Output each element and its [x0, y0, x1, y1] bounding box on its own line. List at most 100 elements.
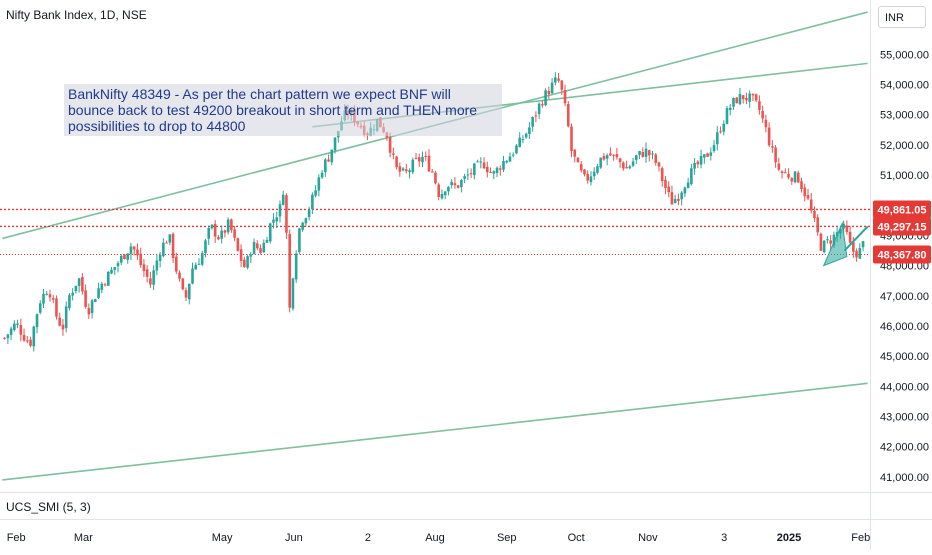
candle-body — [521, 139, 525, 141]
candle-body — [816, 217, 820, 233]
candle-body — [200, 253, 204, 265]
candle-body — [48, 294, 52, 298]
candle-body — [424, 155, 428, 157]
candle-body — [719, 131, 722, 133]
candle-body — [790, 178, 794, 182]
candle-body — [771, 146, 774, 148]
candle-body — [473, 163, 476, 176]
candle-body — [605, 155, 609, 159]
candle-body — [495, 167, 499, 173]
candle-body — [767, 127, 771, 146]
candle-body — [722, 123, 726, 132]
candle-body — [528, 127, 531, 134]
candle-body — [699, 155, 703, 165]
x-tick-label: Nov — [638, 532, 658, 544]
candle-body — [541, 104, 544, 106]
candle-body — [460, 180, 463, 188]
candle-body — [631, 161, 635, 166]
candle-body — [550, 82, 554, 94]
currency-selector[interactable]: INR — [878, 6, 926, 28]
candle-body — [596, 166, 599, 173]
candle-body — [268, 223, 272, 242]
candle-body — [858, 248, 862, 259]
candle-body — [602, 156, 606, 160]
candle-body — [87, 308, 91, 315]
x-tick-label: 2025 — [777, 532, 801, 544]
indicator-label[interactable]: UCS_SMI (5, 3) — [6, 500, 91, 514]
candle-body — [560, 80, 564, 90]
candle-body — [84, 290, 87, 307]
level-price-label: 49,861.05 — [878, 204, 927, 216]
level-price-tag — [873, 200, 931, 219]
candle-body — [670, 192, 674, 205]
candle-body — [58, 317, 61, 326]
candle-body — [51, 298, 55, 300]
candle-body — [583, 169, 586, 175]
candle-body — [116, 263, 120, 267]
candle-body — [94, 299, 97, 303]
level-price-label: 48,367.80 — [878, 250, 927, 262]
candle-body — [758, 101, 761, 110]
candle-body — [311, 194, 314, 210]
candle-body — [592, 171, 596, 177]
candle-body — [657, 162, 661, 167]
candle-body — [566, 104, 570, 127]
y-tick-label: 47,000.00 — [880, 291, 929, 303]
candle-body — [265, 239, 269, 243]
candle-body — [476, 161, 479, 163]
candle-body — [388, 137, 392, 153]
x-tick-label: Sep — [497, 532, 517, 544]
candle-body — [281, 194, 285, 205]
candle-body — [236, 238, 240, 251]
candle-body — [852, 242, 855, 252]
candle-body — [223, 230, 227, 233]
candle-body — [641, 151, 645, 157]
candle-body — [405, 169, 408, 172]
candle-body — [508, 156, 512, 162]
candle-body — [848, 231, 852, 243]
candle-body — [255, 243, 259, 249]
candle-body — [77, 278, 81, 287]
candle-body — [677, 198, 680, 201]
x-tick-label: Aug — [425, 532, 445, 544]
candle-body — [204, 240, 207, 254]
candle-body — [398, 166, 402, 172]
candle-body — [447, 186, 450, 192]
candle-body — [417, 157, 421, 162]
candle-body — [861, 241, 865, 248]
candle-body — [664, 179, 667, 188]
candle-body — [210, 224, 214, 229]
candle-body — [505, 160, 509, 163]
candle-body — [832, 234, 836, 246]
candle-body — [55, 298, 58, 317]
candle-body — [327, 159, 330, 162]
candle-body — [680, 192, 683, 200]
y-tick-label: 51,000.00 — [880, 170, 929, 182]
candle-body — [738, 94, 742, 105]
candle-body — [622, 162, 625, 169]
candle-body — [547, 90, 551, 95]
candle-body — [165, 242, 168, 244]
candle-body — [579, 164, 583, 171]
level-price-tag — [873, 245, 931, 264]
candle-body — [809, 199, 813, 211]
candle-body — [654, 154, 658, 163]
candle-body — [119, 255, 123, 263]
candle-body — [239, 249, 243, 261]
candle-body — [278, 204, 282, 217]
candle-body — [217, 237, 220, 240]
candle-body — [100, 283, 104, 290]
candle-body — [434, 172, 437, 184]
candle-body — [537, 103, 541, 115]
candle-body — [249, 254, 253, 257]
x-tick-label: Feb — [7, 532, 26, 544]
candle-body — [395, 156, 398, 168]
candle-body — [456, 185, 460, 188]
candle-body — [628, 166, 632, 169]
candle-body — [411, 159, 415, 173]
candle-body — [570, 126, 573, 152]
candle-body — [693, 162, 696, 169]
candle-body — [113, 267, 117, 270]
candle-body — [26, 340, 29, 342]
